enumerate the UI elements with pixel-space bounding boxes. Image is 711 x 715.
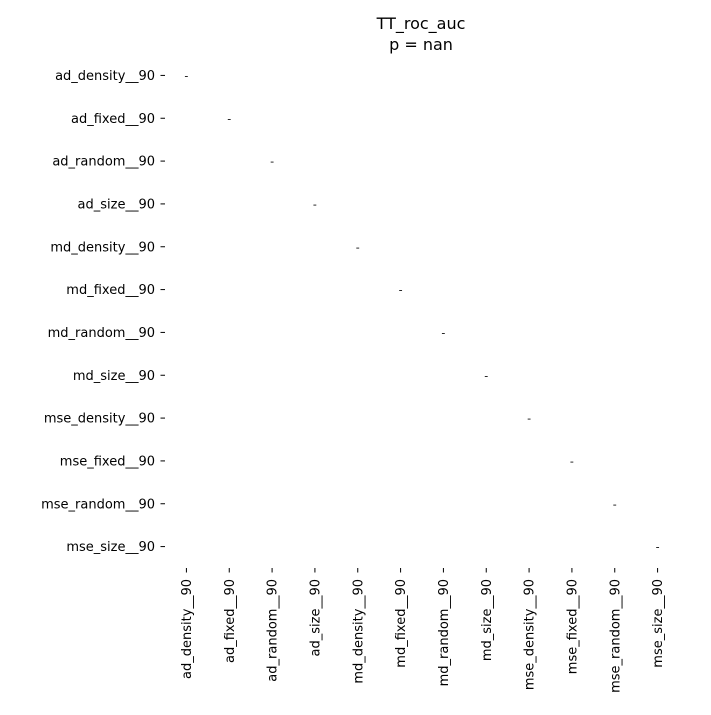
x-tick-label: md_fixed__90 — [394, 579, 409, 668]
y-tick-label: ad_density__90 — [55, 69, 155, 84]
x-axis: ad_density__90 ad_fixed__90 ad_random__90 a… — [180, 568, 666, 693]
cell-annotation: - — [227, 112, 231, 125]
x-tick-label: md_size__90 — [480, 579, 495, 661]
y-tick-label: md_density__90 — [50, 240, 155, 255]
chart-subtitle: p = nan — [389, 35, 453, 54]
cell-annotation: - — [484, 369, 488, 382]
cell-annotation: - — [527, 412, 531, 425]
x-tick-label: md_random__90 — [437, 579, 452, 686]
x-tick-label: ad_size__90 — [308, 579, 323, 656]
y-tick-label: mse_fixed__90 — [60, 454, 155, 469]
x-tick-label: ad_fixed__90 — [223, 579, 238, 663]
cell-annotation: - — [270, 155, 274, 168]
cell-annotation: - — [613, 498, 617, 511]
x-tick-label: ad_random__90 — [266, 579, 281, 682]
cell-annotation: - — [441, 326, 445, 339]
cell-annotation: - — [356, 241, 360, 254]
cell-annotation: - — [313, 198, 317, 211]
x-tick-label: mse_size__90 — [651, 579, 666, 668]
x-tick-label: mse_density__90 — [523, 579, 538, 690]
x-tick-label: md_density__90 — [351, 579, 366, 684]
y-tick-label: ad_fixed__90 — [71, 112, 155, 127]
y-tick-label: mse_random__90 — [41, 497, 155, 512]
y-tick-label: mse_size__90 — [66, 540, 155, 555]
cell-annotation: - — [184, 69, 188, 82]
cell-annotations: - - - - - - - - - - - - — [184, 69, 659, 553]
y-tick-label: ad_random__90 — [52, 155, 155, 170]
cell-annotation: - — [656, 541, 660, 554]
y-tick-label: md_fixed__90 — [66, 283, 155, 298]
cell-annotation: - — [570, 455, 574, 468]
x-tick-label: mse_random__90 — [608, 579, 623, 693]
x-tick-label: mse_fixed__90 — [565, 579, 580, 674]
cell-annotation: - — [399, 284, 403, 297]
x-tick-label: ad_density__90 — [180, 579, 195, 679]
y-tick-label: md_size__90 — [73, 369, 155, 384]
y-tick-label: md_random__90 — [48, 326, 155, 341]
y-axis: ad_density__90 ad_fixed__90 ad_random__90a… — [41, 69, 165, 555]
y-tick-label: mse_density__90 — [44, 412, 155, 427]
y-tick-label: ad_size__90 — [78, 197, 155, 212]
chart-title: TT_roc_auc — [376, 14, 466, 34]
